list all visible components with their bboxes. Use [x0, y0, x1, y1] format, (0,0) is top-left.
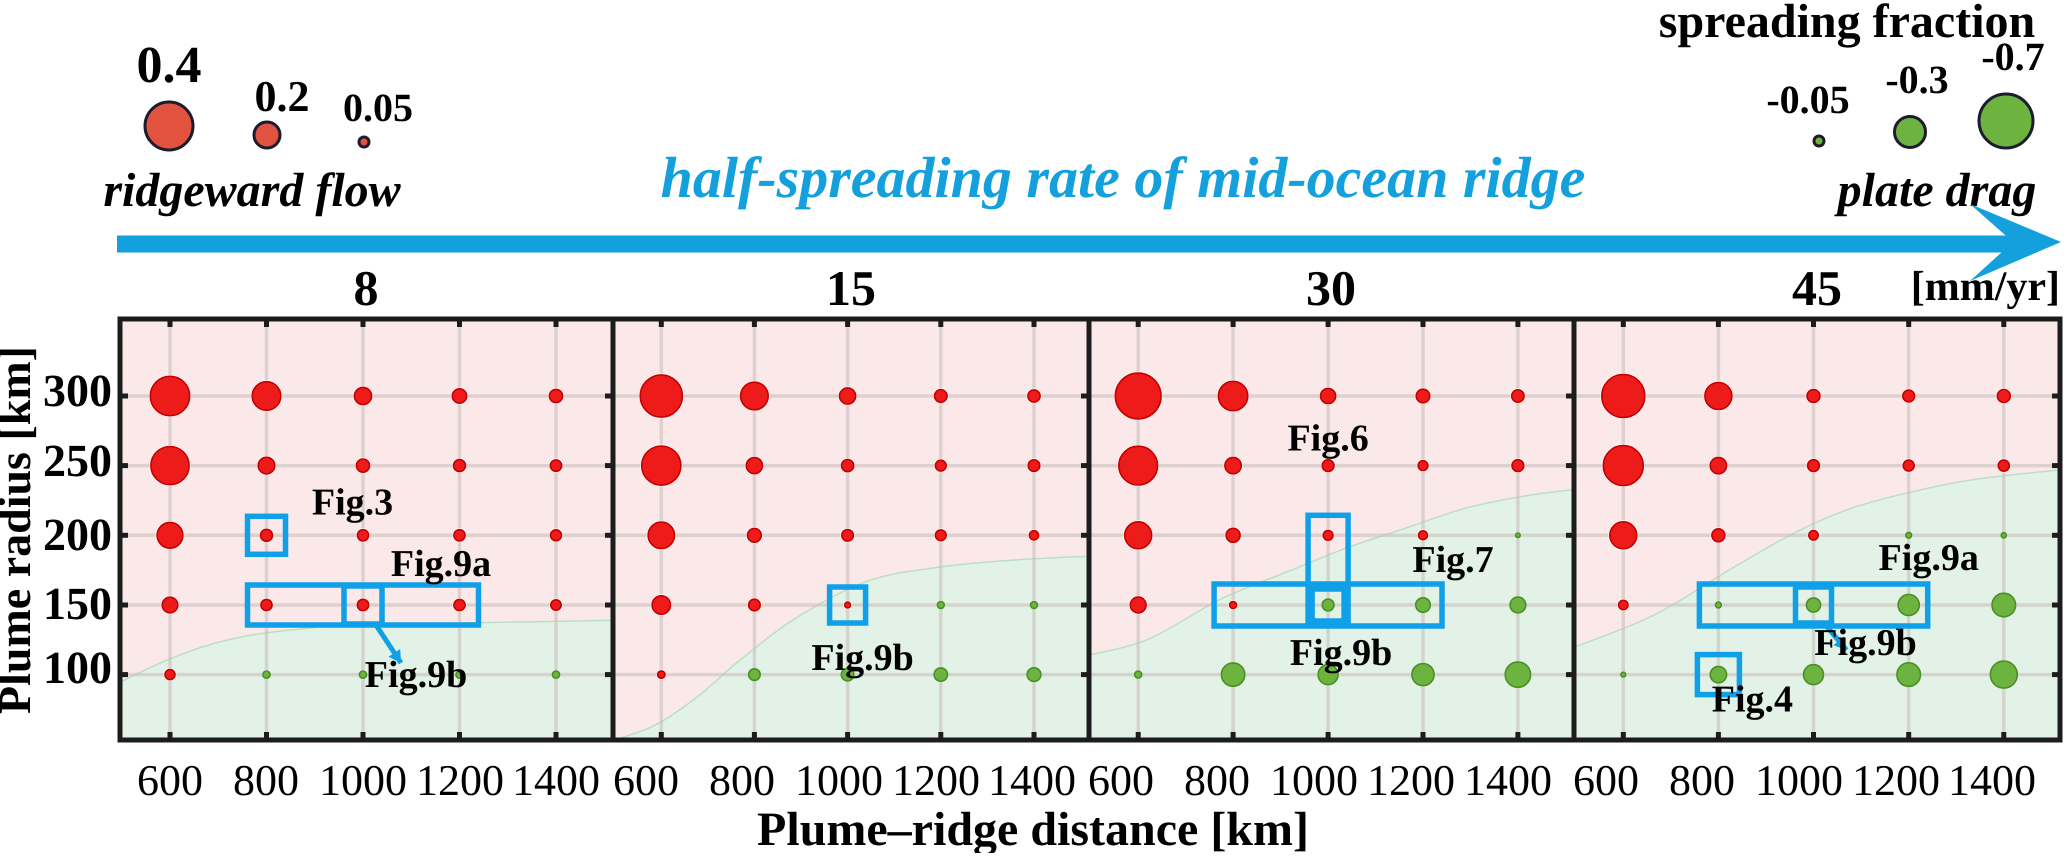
svg-text:15: 15: [826, 260, 876, 316]
svg-text:1000: 1000: [1270, 756, 1358, 805]
svg-text:spreading fraction: spreading fraction: [1659, 0, 2035, 48]
svg-text:-0.3: -0.3: [1885, 57, 1948, 102]
svg-text:1200: 1200: [892, 756, 980, 805]
svg-text:600: 600: [1573, 756, 1639, 805]
svg-text:1000: 1000: [795, 756, 883, 805]
svg-text:8: 8: [354, 260, 379, 316]
svg-text:0.2: 0.2: [255, 72, 310, 121]
svg-text:Plume radius [km]: Plume radius [km]: [0, 346, 40, 714]
svg-text:half-spreading rate of mid-oce: half-spreading rate of mid-ocean ridge: [661, 145, 1586, 210]
svg-text:ridgeward flow: ridgeward flow: [103, 164, 401, 217]
svg-text:-0.05: -0.05: [1766, 77, 1849, 122]
svg-text:Fig.9b: Fig.9b: [1290, 632, 1392, 674]
svg-text:-0.7: -0.7: [1981, 34, 2044, 79]
svg-text:100: 100: [43, 642, 112, 693]
svg-text:1400: 1400: [512, 756, 600, 805]
svg-text:800: 800: [709, 756, 775, 805]
svg-text:1000: 1000: [1755, 756, 1843, 805]
svg-text:800: 800: [233, 756, 299, 805]
svg-text:Fig.7: Fig.7: [1412, 539, 1493, 581]
svg-text:[mm/yr]: [mm/yr]: [1911, 264, 2060, 310]
svg-text:1200: 1200: [1852, 756, 1940, 805]
svg-text:0.05: 0.05: [343, 85, 413, 130]
svg-text:Fig.9b: Fig.9b: [1814, 622, 1916, 664]
svg-text:150: 150: [43, 578, 112, 629]
svg-text:800: 800: [1669, 756, 1735, 805]
svg-text:Plume–ridge distance [km]: Plume–ridge distance [km]: [757, 803, 1309, 853]
svg-text:1200: 1200: [1367, 756, 1455, 805]
svg-text:Fig.4: Fig.4: [1712, 679, 1793, 721]
svg-text:plate drag: plate drag: [1834, 164, 2037, 217]
svg-text:1200: 1200: [416, 756, 504, 805]
svg-text:Fig.9b: Fig.9b: [811, 637, 913, 679]
svg-text:1400: 1400: [988, 756, 1076, 805]
svg-text:600: 600: [137, 756, 203, 805]
svg-text:0.4: 0.4: [137, 37, 202, 94]
svg-text:1400: 1400: [1464, 756, 1552, 805]
svg-text:Fig.9a: Fig.9a: [391, 543, 491, 585]
svg-text:Fig.3: Fig.3: [312, 481, 393, 523]
svg-text:300: 300: [43, 365, 112, 416]
svg-text:200: 200: [43, 509, 112, 560]
svg-text:1400: 1400: [1948, 756, 2036, 805]
svg-text:Fig.9a: Fig.9a: [1879, 537, 1979, 579]
svg-text:1000: 1000: [319, 756, 407, 805]
svg-text:Fig.9b: Fig.9b: [365, 654, 467, 696]
svg-text:45: 45: [1792, 260, 1842, 316]
svg-text:800: 800: [1184, 756, 1250, 805]
svg-text:250: 250: [43, 435, 112, 486]
svg-text:600: 600: [1088, 756, 1154, 805]
svg-text:600: 600: [613, 756, 679, 805]
svg-text:Fig.6: Fig.6: [1287, 417, 1368, 459]
svg-text:30: 30: [1306, 260, 1356, 316]
